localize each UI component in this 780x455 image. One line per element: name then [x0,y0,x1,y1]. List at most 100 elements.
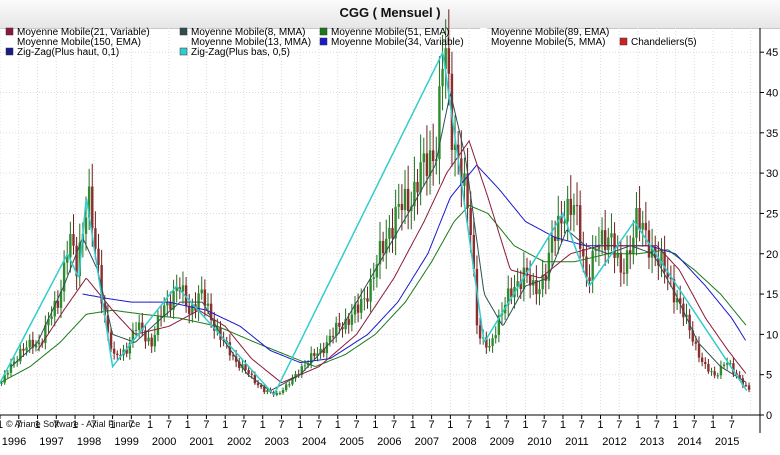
price-bar-body [12,361,16,365]
x-year-label: 2002 [227,436,251,448]
x-month-label: 7 [91,419,97,431]
price-bar-body [385,238,388,254]
x-year-label: 2013 [640,436,664,448]
price-bar-body [729,363,732,365]
price-bar-body [344,319,347,330]
x-year-label: 2015 [715,436,739,448]
price-bar-body [491,338,494,347]
x-year-label: 1996 [2,436,26,448]
price-bar-body [200,289,203,294]
price-bar-body [597,244,601,250]
x-year-label: 2011 [565,436,589,448]
price-bar-body [510,288,513,298]
price-bar-body [507,288,510,305]
price-bar-body [78,242,81,277]
price-bar-body [369,278,372,302]
price-bar-body [147,337,150,342]
price-bar-body [635,208,638,238]
x-month-label: 7 [616,419,622,431]
price-bar-body [378,241,382,265]
legend-swatch [319,37,328,46]
price-bar-body [485,337,488,348]
legend-label: Moyenne Mobile(89, EMA) [491,27,609,38]
price-bar-body [203,289,207,306]
legend-label: Zig-Zag(Plus haut, 0,1) [17,47,119,58]
price-bar-body [128,342,131,354]
x-month-label: 1 [635,419,641,431]
price-bar-body [106,315,110,333]
x-month-label: 7 [541,419,547,431]
price-bar-body [722,364,726,366]
price-bar-body [488,346,491,348]
price-bar-body [6,372,10,375]
price-bar-body [284,384,288,390]
x-month-label: 1 [485,419,491,431]
price-bar-body [644,222,648,231]
price-bar-body [259,385,263,388]
price-bar-body [100,264,103,304]
price-bar-body [338,322,341,327]
x-year-label: 1999 [114,436,138,448]
price-bar-body [669,277,673,280]
x-month-label: 1 [597,419,603,431]
price-bar-body [550,236,554,253]
price-bar-body [575,205,579,207]
legend-swatch [480,38,487,45]
price-bar-body [256,383,260,386]
price-bar-body [607,237,610,251]
price-bar-body [322,348,325,354]
price-bar-body [166,301,169,306]
price-bar-body [425,153,429,176]
price-bar-body [72,234,75,246]
x-month-label: 7 [504,419,510,431]
price-bar-body [131,330,135,343]
legend-swatch [619,37,628,46]
x-month-label: 1 [672,419,678,431]
y-tick-label: 20 [766,249,778,261]
x-year-label: 2001 [189,436,213,448]
y-tick-label: 0 [766,410,772,422]
x-month-label: 7 [579,419,585,431]
price-bar-body [422,153,425,163]
price-bar-body [578,205,582,249]
price-bar-body [381,241,385,254]
legend-swatch [6,38,13,45]
x-month-label: 7 [203,419,209,431]
price-bar-body [588,277,591,282]
price-bar-body [666,271,669,278]
x-month-label: 1 [72,419,78,431]
price-bar-body [247,369,250,374]
price-bar-body [456,144,460,159]
y-tick-label: 15 [766,289,778,301]
ma51-line [0,204,747,384]
price-bar-body [253,374,257,384]
price-bar-body [697,343,701,358]
price-bar-body [31,339,35,348]
price-bar-body [641,222,644,230]
price-bar-body [413,181,416,207]
y-tick-label: 40 [766,88,778,100]
price-bar-body [619,252,623,273]
x-month-label: 7 [316,419,322,431]
x-month-label: 1 [560,419,566,431]
price-bar-body [557,215,560,241]
price-bar-body [125,349,128,354]
price-bar-body [691,330,694,342]
x-month-label: 1 [185,419,191,431]
x-year-label: 2006 [377,436,401,448]
price-bar-body [275,393,278,395]
price-bar-body [25,347,28,351]
price-bar-body [263,387,266,393]
price-bar-body [541,274,544,290]
price-bar-body [109,332,113,349]
x-month-label: 7 [691,419,697,431]
price-bar-body [600,230,604,245]
price-bar-body [103,303,106,316]
price-bar-body [294,373,297,379]
price-bar-body [416,181,419,193]
price-bar-body [528,275,532,286]
price-bar-body [713,371,716,376]
price-bar-body [363,298,366,300]
